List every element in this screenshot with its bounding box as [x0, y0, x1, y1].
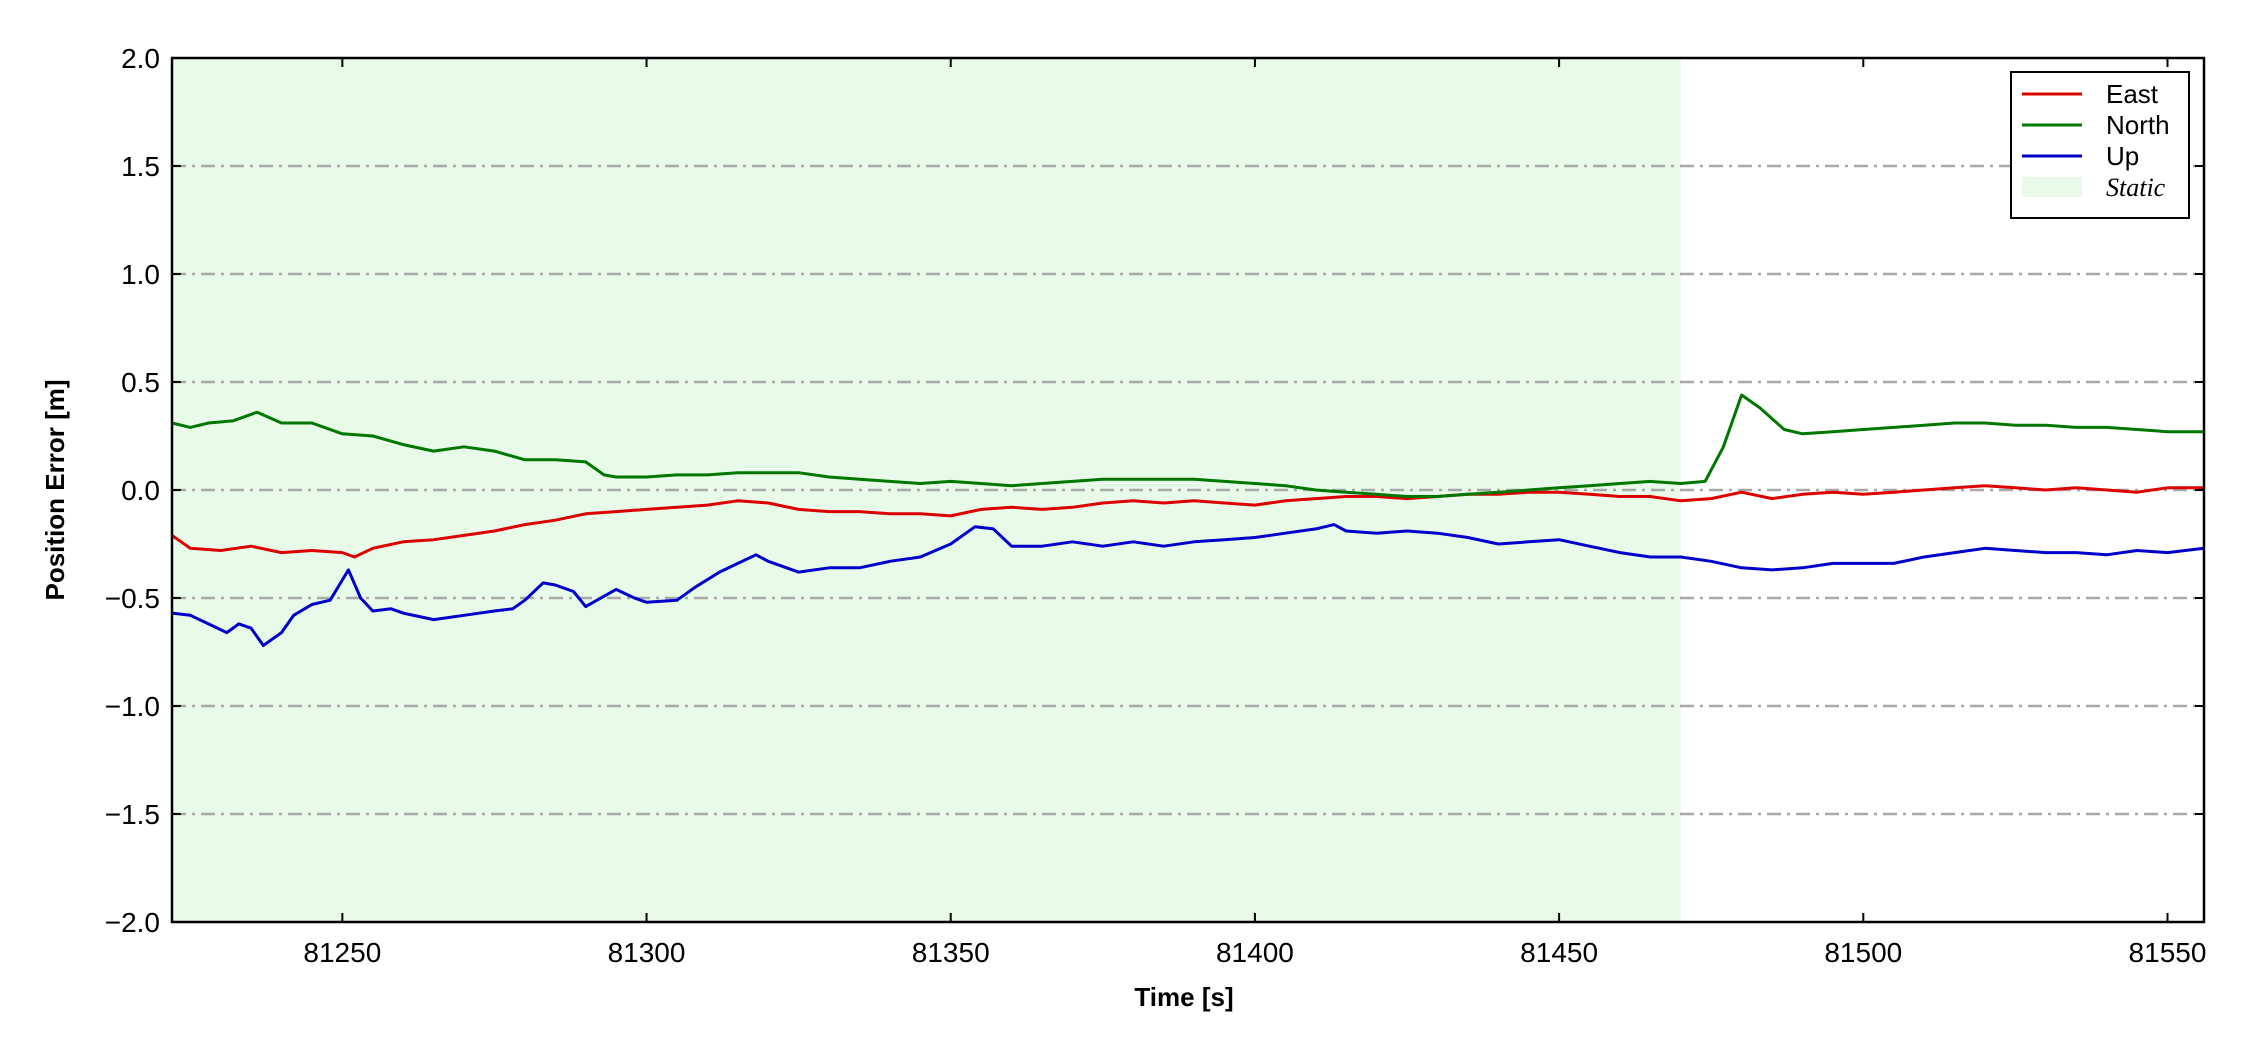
axes: −2.0 −1.5 −1.0 −0.5 0.0 0.5 1.0 1.5 2.0 81250 8130… — [105, 43, 2207, 968]
legend-static-swatch — [2022, 177, 2082, 197]
series-line-east — [171, 484, 2204, 559]
y-axis-title: Position Error [m] — [40, 379, 70, 600]
y-tick-label-2: −1.0 — [105, 691, 160, 722]
x-tick-label-4: 81450 — [1520, 937, 1598, 968]
legend: East North Up Static — [2010, 71, 2190, 219]
y-tick-label-0: −2.0 — [105, 907, 160, 938]
y-tick-label-6: 1.0 — [121, 259, 160, 290]
y-tick-label-3: −0.5 — [105, 583, 160, 614]
x-tick-label-2: 81350 — [912, 937, 990, 968]
plot-area — [171, 58, 2205, 922]
x-axis-title: Time [s] — [1134, 982, 1233, 1012]
legend-static-label: Static — [2106, 173, 2166, 202]
legend-east-label: East — [2106, 79, 2159, 109]
x-tick-label-3: 81400 — [1216, 937, 1294, 968]
series-line-north — [171, 393, 2204, 498]
y-tick-label-8: 2.0 — [121, 43, 160, 74]
x-tick-label-6: 81550 — [2129, 937, 2207, 968]
legend-north-label: North — [2106, 110, 2170, 140]
x-tick-label-0: 81250 — [303, 937, 381, 968]
legend-up-label: Up — [2106, 141, 2139, 171]
y-tick-label-7: 1.5 — [121, 151, 160, 182]
y-tick-label-1: −1.5 — [105, 799, 160, 830]
y-tick-label-5: 0.5 — [121, 367, 160, 398]
y-tick-label-4: 0.0 — [121, 475, 160, 506]
x-tick-label-1: 81300 — [608, 937, 686, 968]
x-tick-label-5: 81500 — [1824, 937, 1902, 968]
series-line-up — [171, 523, 2205, 647]
